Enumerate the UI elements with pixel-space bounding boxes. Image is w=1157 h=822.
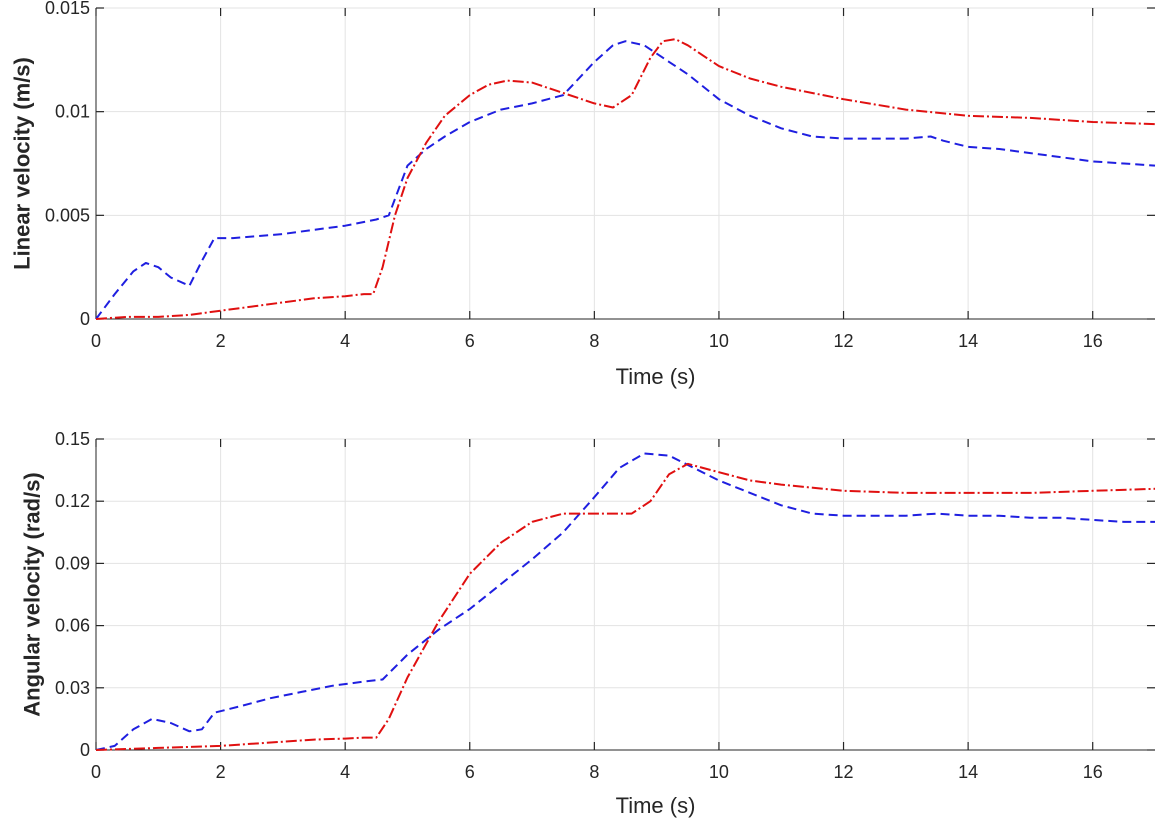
y-axis-label: Linear velocity (m/s) (10, 57, 35, 270)
x-tick-label: 16 (1083, 762, 1103, 782)
y-tick-label: 0 (80, 309, 90, 329)
angular-velocity-chart: 0 2 4 6 8 10 12 14 16 0 0.03 0.06 0.09 0.12 0.15 Time … (20, 429, 1156, 818)
series-line-red-dashdot (95, 38, 1156, 320)
grid-lines (96, 438, 1155, 750)
x-tick-label: 0 (91, 331, 101, 351)
x-tick-label: 4 (340, 762, 350, 782)
x-axis-label: Time (s) (616, 364, 696, 389)
x-tick-label: 12 (834, 331, 854, 351)
x-tick-label: 2 (216, 331, 226, 351)
y-axis-label: Angular velocity (rad/s) (20, 472, 45, 717)
x-tick-label: 6 (465, 762, 475, 782)
x-tick-label: 14 (958, 331, 978, 351)
y-tick-label: 0.03 (55, 678, 90, 698)
x-tick-label: 0 (91, 762, 101, 782)
x-tick-label: 10 (709, 762, 729, 782)
x-tick-label: 16 (1083, 331, 1103, 351)
axes (95, 438, 1155, 751)
y-tick-label: 0 (80, 740, 90, 760)
y-tick-label: 0.06 (55, 616, 90, 636)
x-tick-label: 12 (834, 762, 854, 782)
y-tick-label: 0.01 (55, 102, 90, 122)
series-line-blue-dashed (95, 452, 1155, 751)
x-tick-label: 10 (709, 331, 729, 351)
series-line-red-dashdot (95, 462, 1156, 751)
series-group (95, 38, 1156, 320)
x-tick-label: 8 (589, 762, 599, 782)
y-tick-label: 0.15 (55, 429, 90, 449)
y-tick-label: 0.015 (45, 0, 90, 18)
x-tick-label: 14 (958, 762, 978, 782)
grid-lines (96, 7, 1155, 319)
series-line-blue-dashed (95, 40, 1156, 320)
y-tick-label: 0.12 (55, 491, 90, 511)
y-tick-label: 0.005 (45, 205, 90, 225)
x-axis-label: Time (s) (616, 793, 696, 818)
linear-velocity-chart: 0 2 4 6 8 10 12 14 16 0 0.005 0.01 0.015 Time (s) Li… (10, 0, 1156, 389)
series-group (95, 452, 1156, 751)
tick-labels: 0 2 4 6 8 10 12 14 16 0 0.03 0.06 0.09 0.12 0.15 (55, 429, 1103, 782)
x-tick-label: 2 (216, 762, 226, 782)
x-tick-label: 6 (465, 331, 475, 351)
x-tick-label: 8 (589, 331, 599, 351)
tick-labels: 0 2 4 6 8 10 12 14 16 0 0.005 0.01 0.015 (45, 0, 1103, 351)
x-tick-label: 4 (340, 331, 350, 351)
y-tick-label: 0.09 (55, 553, 90, 573)
axes (95, 7, 1155, 320)
